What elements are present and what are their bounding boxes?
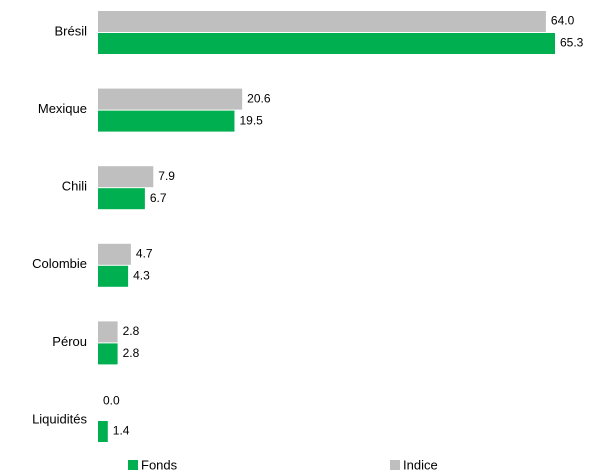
legend-swatch: [390, 460, 400, 470]
value-label: 4.3: [133, 268, 150, 282]
legend-swatch: [128, 460, 138, 470]
category-label: Liquidités: [32, 411, 87, 426]
value-label: 6.7: [150, 191, 167, 205]
category-label: Pérou: [52, 334, 87, 349]
value-label: 64.0: [551, 14, 575, 28]
category-label: Mexique: [38, 101, 87, 116]
bar: [98, 343, 118, 365]
value-label: 65.3: [560, 36, 584, 50]
value-label: 20.6: [247, 91, 271, 105]
bar: [98, 11, 546, 32]
bar: [98, 321, 118, 343]
bar: [98, 421, 108, 442]
bar: [98, 110, 235, 132]
bar: [98, 188, 145, 210]
bar: [98, 33, 555, 54]
bar: [98, 166, 154, 188]
value-label: 1.4: [113, 424, 130, 438]
bar: [98, 243, 131, 265]
bar: [98, 265, 129, 287]
legend-label: Indice: [403, 457, 438, 472]
category-label: Colombie: [32, 256, 87, 271]
legend-label: Fonds: [141, 457, 178, 472]
category-label: Brésil: [54, 23, 87, 38]
value-label: 2.8: [123, 346, 140, 360]
value-label: 2.8: [123, 324, 140, 338]
category-label: Chili: [62, 179, 87, 194]
value-label: 0.0: [103, 394, 120, 408]
value-label: 19.5: [239, 113, 263, 127]
value-label: 7.9: [158, 169, 175, 183]
bar: [98, 88, 243, 110]
value-label: 4.7: [136, 246, 153, 260]
